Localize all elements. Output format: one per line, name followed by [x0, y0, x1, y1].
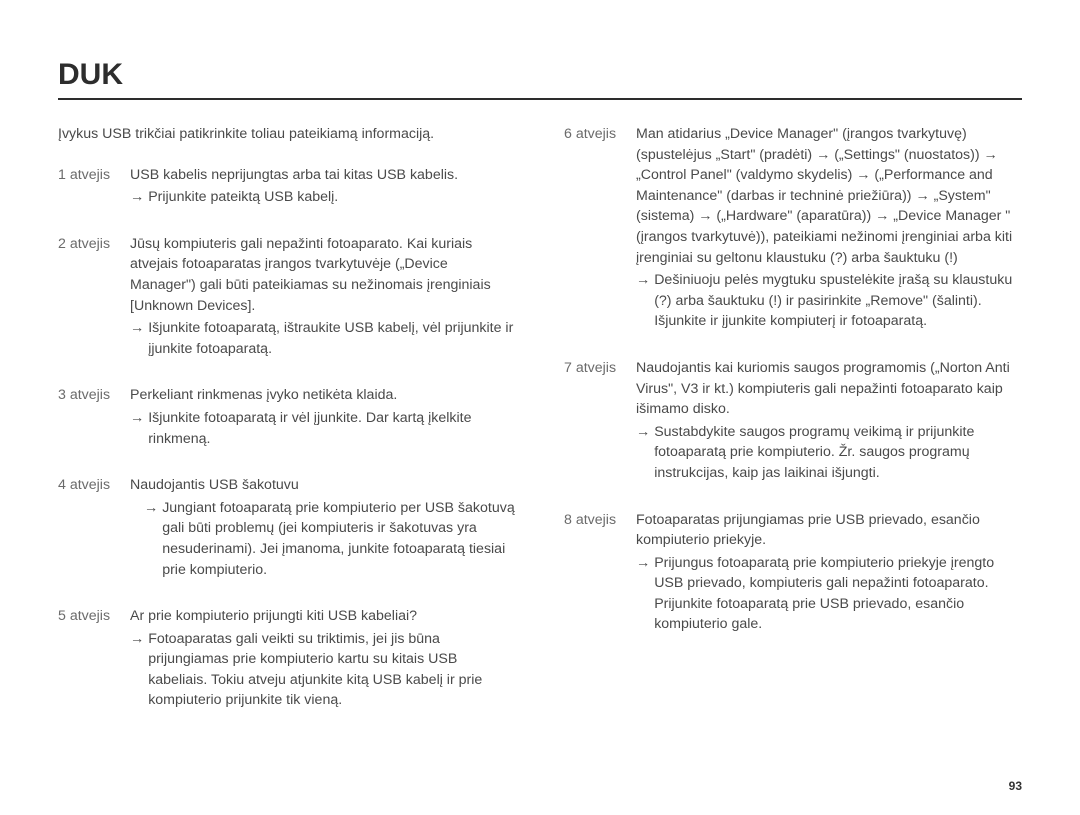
case-7-action: → Sustabdykite saugos programų veikimą i… — [636, 422, 1022, 484]
intro-text: Įvykus USB trikčiai patikrinkite toliau … — [58, 124, 516, 145]
case-5-body: Ar prie kompiuterio prijungti kiti USB k… — [130, 606, 516, 711]
right-column: 6 atvejis Man atidarius „Device Manager"… — [564, 124, 1022, 737]
arrow-icon: → — [130, 318, 148, 359]
case-1-label: 1 atvejis — [58, 165, 130, 208]
case-2-desc: Jūsų kompiuteris gali nepažinti fotoapar… — [130, 234, 516, 316]
case-7-desc: Naudojantis kai kuriomis saugos programo… — [636, 358, 1022, 420]
case-1: 1 atvejis USB kabelis neprijungtas arba … — [58, 165, 516, 208]
content-columns: Įvykus USB trikčiai patikrinkite toliau … — [58, 124, 1022, 737]
case-8-label: 8 atvejis — [564, 510, 636, 636]
case-3: 3 atvejis Perkeliant rinkmenas įvyko net… — [58, 385, 516, 449]
case-4-action-text: Jungiant fotoaparatą prie kompiuterio pe… — [162, 498, 516, 580]
case-2-action-text: Išjunkite fotoaparatą, ištraukite USB ka… — [148, 318, 516, 359]
case-3-action-text: Išjunkite fotoaparatą ir vėl įjunkite. D… — [148, 408, 516, 449]
case-8-action-text: Prijungus fotoaparatą prie kompiuterio p… — [654, 553, 1022, 635]
case-5: 5 atvejis Ar prie kompiuterio prijungti … — [58, 606, 516, 711]
case-6-label: 6 atvejis — [564, 124, 636, 332]
case-7-body: Naudojantis kai kuriomis saugos programo… — [636, 358, 1022, 484]
case-5-desc: Ar prie kompiuterio prijungti kiti USB k… — [130, 606, 516, 627]
arrow-icon: → — [130, 187, 148, 208]
case-6: 6 atvejis Man atidarius „Device Manager"… — [564, 124, 1022, 332]
case-5-action-text: Fotoaparatas gali veikti su triktimis, j… — [148, 629, 516, 711]
page-title: DUK — [58, 58, 1022, 100]
case-7-action-text: Sustabdykite saugos programų veikimą ir … — [654, 422, 1022, 484]
case-3-body: Perkeliant rinkmenas įvyko netikėta klai… — [130, 385, 516, 449]
case-8-action: → Prijungus fotoaparatą prie kompiuterio… — [636, 553, 1022, 635]
case-8: 8 atvejis Fotoaparatas prijungiamas prie… — [564, 510, 1022, 636]
case-1-action-text: Prijunkite pateiktą USB kabelį. — [148, 187, 516, 208]
case-2-label: 2 atvejis — [58, 234, 130, 360]
case-8-desc: Fotoaparatas prijungiamas prie USB priev… — [636, 510, 1022, 551]
arrow-icon: → — [636, 422, 654, 484]
case-8-body: Fotoaparatas prijungiamas prie USB priev… — [636, 510, 1022, 636]
case-2: 2 atvejis Jūsų kompiuteris gali nepažint… — [58, 234, 516, 360]
case-6-action-text: Dešiniuoju pelės mygtuku spustelėkite įr… — [654, 270, 1022, 332]
arrow-icon: → — [130, 629, 148, 711]
case-4-action: → Jungiant fotoaparatą prie kompiuterio … — [144, 498, 516, 580]
case-4-desc: Naudojantis USB šakotuvu — [130, 475, 516, 496]
case-3-action: → Išjunkite fotoaparatą ir vėl įjunkite.… — [130, 408, 516, 449]
case-4-label: 4 atvejis — [58, 475, 130, 580]
arrow-icon: → — [636, 553, 654, 635]
case-6-action: → Dešiniuoju pelės mygtuku spustelėkite … — [636, 270, 1022, 332]
case-5-action: → Fotoaparatas gali veikti su triktimis,… — [130, 629, 516, 711]
arrow-icon: → — [144, 498, 162, 580]
page-number: 93 — [1009, 779, 1022, 793]
case-2-action: → Išjunkite fotoaparatą, ištraukite USB … — [130, 318, 516, 359]
case-4-body: Naudojantis USB šakotuvu → Jungiant foto… — [130, 475, 516, 580]
case-1-action: → Prijunkite pateiktą USB kabelį. — [130, 187, 516, 208]
case-5-label: 5 atvejis — [58, 606, 130, 711]
arrow-icon: → — [636, 270, 654, 332]
case-6-body: Man atidarius „Device Manager" (įrangos … — [636, 124, 1022, 332]
case-7-label: 7 atvejis — [564, 358, 636, 484]
left-column: Įvykus USB trikčiai patikrinkite toliau … — [58, 124, 516, 737]
case-7: 7 atvejis Naudojantis kai kuriomis saugo… — [564, 358, 1022, 484]
case-1-body: USB kabelis neprijungtas arba tai kitas … — [130, 165, 516, 208]
case-3-label: 3 atvejis — [58, 385, 130, 449]
case-6-desc: Man atidarius „Device Manager" (įrangos … — [636, 124, 1022, 268]
case-2-body: Jūsų kompiuteris gali nepažinti fotoapar… — [130, 234, 516, 360]
case-4: 4 atvejis Naudojantis USB šakotuvu → Jun… — [58, 475, 516, 580]
case-1-desc: USB kabelis neprijungtas arba tai kitas … — [130, 165, 516, 186]
arrow-icon: → — [130, 408, 148, 449]
case-3-desc: Perkeliant rinkmenas įvyko netikėta klai… — [130, 385, 516, 406]
